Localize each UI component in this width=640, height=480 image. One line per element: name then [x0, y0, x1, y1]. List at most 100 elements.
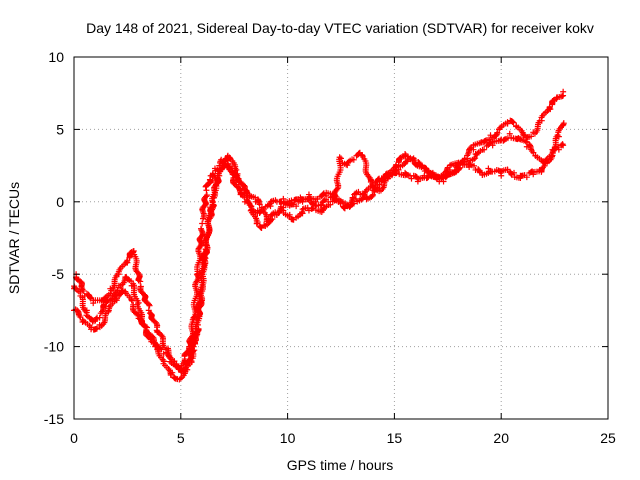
data-point — [560, 142, 567, 149]
data-point — [145, 307, 152, 314]
x-axis-label: GPS time / hours — [287, 457, 394, 473]
data-point — [124, 259, 131, 266]
data-point — [360, 194, 367, 201]
data-point — [523, 174, 530, 181]
data-point — [118, 287, 125, 294]
data-point — [293, 203, 300, 210]
data-point — [506, 130, 513, 137]
data-point — [199, 220, 206, 227]
data-point — [80, 287, 87, 294]
data-point — [146, 302, 153, 309]
data-point — [560, 88, 567, 95]
data-point — [338, 155, 344, 162]
data-point — [510, 119, 517, 126]
ticks-layer: 0 5 10 15 20 25 -15 -10 -5 0 5 10 — [44, 49, 616, 446]
data-point — [188, 358, 195, 365]
data-point — [169, 369, 176, 376]
data-point — [202, 193, 209, 200]
data-point — [434, 173, 441, 180]
data-point — [195, 325, 202, 332]
data-point — [511, 169, 518, 176]
data-point — [233, 166, 240, 173]
data-point — [153, 319, 160, 326]
data-point — [269, 216, 276, 223]
data-point — [359, 195, 366, 202]
data-point — [350, 156, 357, 163]
y-tick-label: 0 — [56, 194, 64, 210]
data-point — [258, 225, 265, 232]
x-tick-label: 5 — [177, 430, 185, 446]
data-point — [267, 217, 274, 224]
data-point — [528, 133, 535, 140]
data-point — [471, 156, 477, 163]
data-point — [113, 297, 120, 304]
data-point — [256, 201, 263, 208]
x-tick-label: 20 — [493, 430, 509, 446]
data-point — [560, 122, 567, 129]
chart-title: Day 148 of 2021, Sidereal Day-to-day VTE… — [86, 20, 594, 36]
x-tick-label: 0 — [70, 430, 78, 446]
grid-layer — [74, 57, 608, 419]
data-point — [220, 161, 227, 168]
data-point — [504, 120, 511, 127]
data-point — [96, 314, 103, 321]
y-axis-label: SDTVAR / TECUs — [6, 182, 22, 294]
data-point — [555, 146, 562, 153]
data-point — [481, 146, 488, 153]
y-tick-label: 5 — [56, 121, 64, 137]
x-tick-label: 15 — [387, 430, 403, 446]
y-tick-label: -10 — [44, 339, 64, 355]
data-point — [93, 315, 100, 322]
marks-layer — [71, 88, 567, 383]
data-point — [446, 162, 453, 169]
x-tick-label: 10 — [280, 430, 296, 446]
data-point — [341, 204, 348, 211]
data-point — [286, 211, 293, 218]
data-point — [197, 225, 204, 232]
y-tick-label: -15 — [44, 411, 64, 427]
data-point — [555, 133, 562, 140]
data-point — [485, 136, 492, 143]
data-point — [225, 164, 232, 171]
data-point — [137, 278, 144, 285]
data-point — [254, 219, 261, 226]
data-point — [142, 323, 149, 330]
series-track-b — [71, 120, 567, 383]
data-point — [494, 129, 501, 136]
data-point — [210, 202, 217, 209]
data-point — [467, 145, 474, 152]
data-point — [76, 312, 83, 319]
data-point — [367, 177, 374, 184]
data-point — [128, 297, 135, 304]
data-point — [498, 168, 505, 175]
series-track-a — [71, 141, 567, 373]
x-tick-label: 25 — [600, 430, 616, 446]
y-tick-label: -5 — [52, 266, 65, 282]
data-point — [312, 203, 319, 210]
data-point — [113, 288, 120, 295]
data-point — [86, 294, 93, 301]
data-point — [305, 191, 312, 198]
data-point — [177, 375, 184, 382]
data-point — [350, 200, 357, 207]
data-point — [105, 308, 112, 315]
series-track-c — [73, 88, 567, 376]
data-point — [547, 106, 554, 113]
data-point — [327, 201, 334, 208]
data-point — [336, 154, 343, 161]
data-point — [474, 150, 481, 157]
data-point — [79, 316, 86, 323]
plot-frame — [73, 56, 609, 420]
data-point — [509, 118, 516, 125]
y-tick-label: 10 — [48, 49, 64, 65]
data-point — [349, 194, 356, 201]
data-point — [410, 155, 417, 162]
data-point — [375, 176, 382, 183]
data-point — [239, 181, 246, 188]
data-point — [150, 339, 157, 346]
data-point — [352, 195, 359, 202]
data-point — [320, 205, 327, 212]
data-point — [470, 162, 477, 169]
data-point — [393, 164, 400, 171]
